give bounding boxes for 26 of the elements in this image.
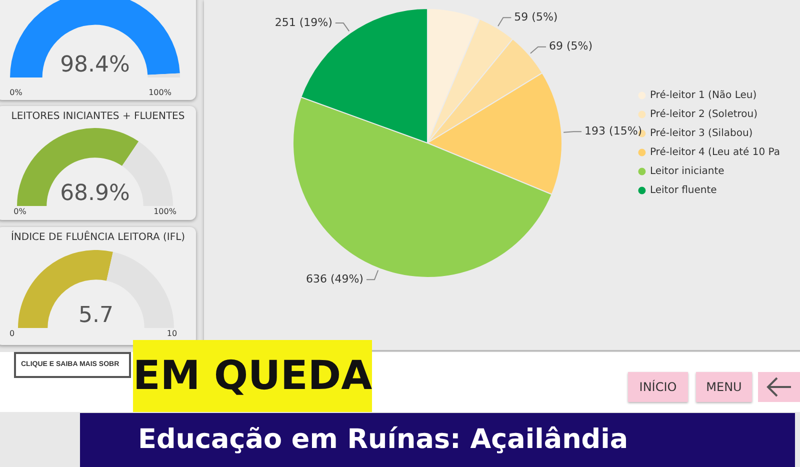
legend-label: Pré-leitor 4 (Leu até 10 Pa (650, 147, 780, 158)
legend-label: Leitor iniciante (650, 166, 724, 178)
text: Educação em Ruínas: Açailândia (80, 413, 795, 467)
legend-label: Leitor fluente (650, 185, 717, 196)
data-label: 69 (5%) (549, 40, 593, 53)
text: 0% (10, 88, 22, 97)
text: INÍCIO (628, 372, 688, 402)
text: MENU (696, 372, 752, 402)
data-label: 251 (19%) (274, 16, 332, 29)
text: 10 (166, 329, 178, 338)
text: 0% (14, 207, 26, 216)
data-label: 193 (15%) (584, 124, 642, 138)
text: 100% (154, 207, 176, 216)
data-label: 59 (5%) (514, 10, 558, 24)
text: 100% (148, 88, 172, 97)
chart-title: ÍNDICE DE FLUÊNCIA LEITORA (IFL) (10, 232, 186, 243)
legend-label: Pré-leitor 1 (Não Leu) (650, 90, 757, 102)
text: EM QUEDA (133, 340, 372, 412)
data-label: 5.7 (78, 303, 114, 328)
text: 0 (9, 329, 15, 338)
data-label: 68.9% (60, 181, 130, 206)
chart-title: LEITORES INICIANTES + FLUENTES (10, 111, 186, 122)
legend-label: Pré-leitor 2 (Soletrou) (650, 109, 758, 120)
data-label: 98.4% (60, 52, 130, 78)
legend-label: Pré-leitor 3 (Silabou) (650, 128, 753, 140)
data-label: 636 (49%) (306, 272, 364, 286)
